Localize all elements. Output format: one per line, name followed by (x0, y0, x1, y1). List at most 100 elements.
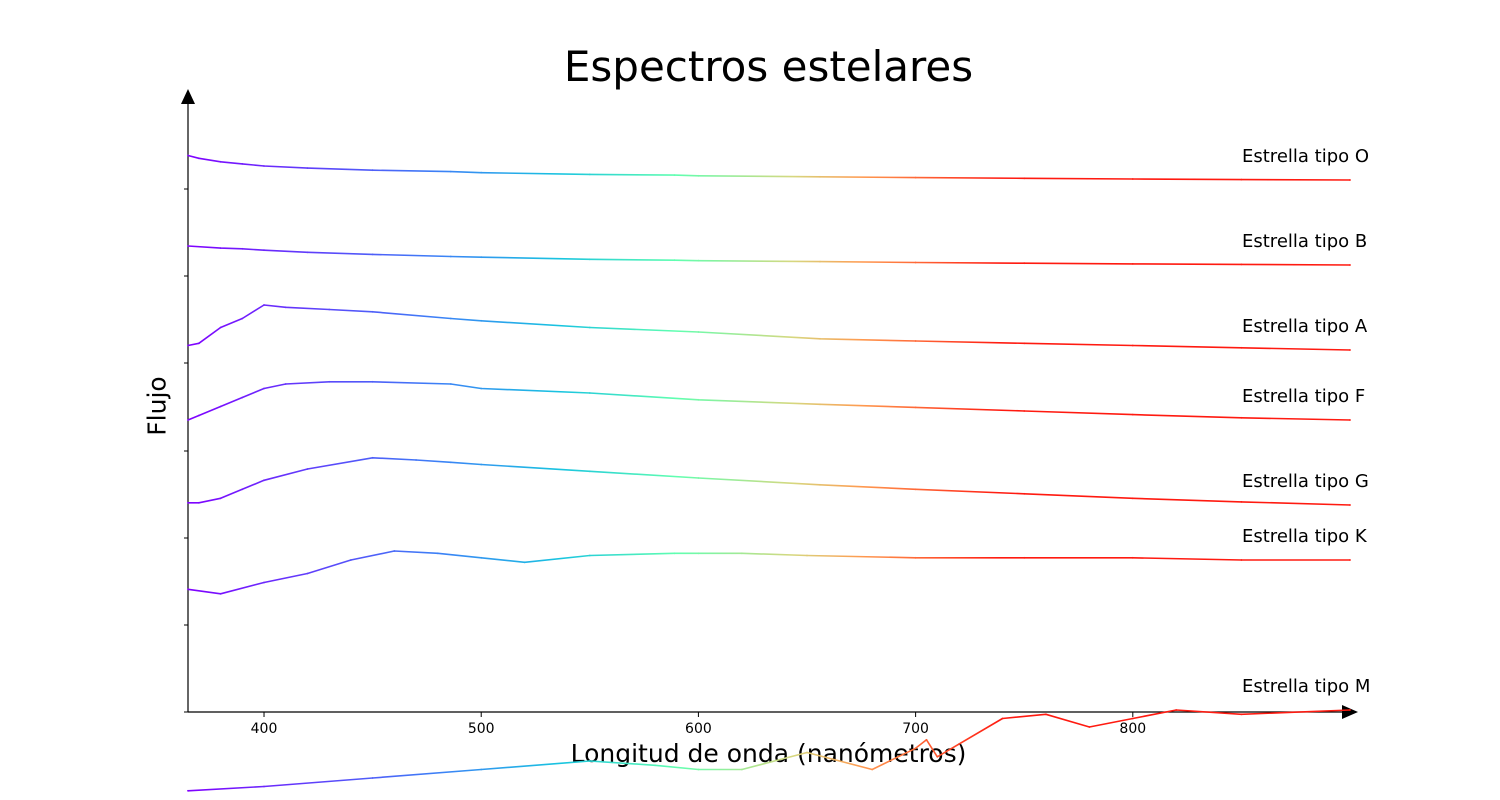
spectrum-point (741, 552, 743, 555)
spectrum-point (1023, 556, 1026, 559)
y-ticks (184, 188, 188, 713)
spectrum-point (241, 163, 244, 165)
spectrum-point (198, 414, 200, 417)
spectrum-line (188, 456, 1351, 506)
spectrum-point (819, 403, 821, 406)
spectrum-point (1131, 413, 1134, 416)
spectrum-point (306, 167, 309, 170)
spectrum-point (263, 165, 265, 167)
spectrum-line (187, 380, 1351, 421)
spectrum-point (198, 157, 200, 160)
spectrum-point (219, 497, 222, 500)
spectrum-point (480, 171, 483, 174)
x-axis-arrow (1342, 705, 1358, 719)
x-tick-label: 500 (468, 721, 495, 737)
spectrum-point (219, 326, 222, 329)
spectrum-point (936, 755, 939, 758)
spectrum-point (697, 259, 700, 262)
x-tick-label: 400 (251, 721, 278, 737)
spectrum-point (219, 160, 222, 163)
spectrum-line (187, 550, 1350, 595)
spectrum-point (1023, 177, 1026, 180)
spectrum-point (263, 581, 265, 584)
spectrum-point (263, 387, 265, 390)
series-label: Estrella tipo K (1242, 526, 1368, 547)
spectrum-line (187, 709, 1351, 792)
spectrum-point (925, 738, 928, 741)
spectrum-point (914, 747, 917, 750)
spectrum-point (187, 588, 189, 591)
spectrum-point (480, 256, 483, 259)
spectrum-line (187, 245, 1351, 266)
spectrum-point (819, 483, 821, 486)
spectrum-point (914, 406, 917, 409)
spectrum-point (1349, 349, 1351, 351)
spectrum-point (1131, 717, 1134, 720)
spectrum-point (1023, 342, 1026, 345)
x-tick-label: 700 (902, 721, 929, 737)
spectrum-point (1131, 263, 1134, 265)
spectrum-point (819, 337, 821, 340)
spectrum-point (306, 572, 309, 575)
spectrum-point (187, 789, 189, 792)
spectrum-point (1240, 559, 1243, 561)
spectrum-point (328, 380, 331, 383)
spectrum-point (263, 249, 265, 252)
spectrum-point (1349, 559, 1351, 561)
spectrum-point (371, 380, 374, 383)
spectrum-point (1240, 501, 1243, 503)
spectrum-point (914, 488, 917, 491)
spectrum-point (241, 396, 244, 399)
spectrum-point (1023, 262, 1026, 265)
spectrum-point (187, 245, 189, 247)
x-tick-label: 800 (1119, 721, 1146, 737)
spectrum-point (1349, 504, 1351, 506)
spectrum-point (1088, 726, 1091, 728)
spectrum-point (449, 255, 452, 258)
spectrum-point (371, 456, 374, 459)
x-tick-label: 600 (685, 721, 712, 737)
series-labels: Estrella tipo O Estrella tipo B Estrella t… (1242, 146, 1370, 697)
spectrum-point (1175, 709, 1178, 711)
spectrum-point (371, 169, 374, 172)
spectrum-point (263, 479, 265, 482)
spectrum-point (673, 259, 676, 262)
spectrum-point (806, 554, 808, 557)
spectrum-point (449, 461, 452, 464)
spectrum-point (1131, 497, 1134, 500)
spectrum-point (697, 174, 700, 177)
axes (181, 89, 1358, 719)
spectrum-point (697, 398, 700, 401)
spectrum-point (673, 552, 676, 555)
spectrum-point (914, 556, 917, 559)
x-ticks: 400 500 600 700 800 (251, 712, 1146, 737)
spectrum-point (198, 342, 200, 345)
spectrum-point (1131, 344, 1134, 347)
spectrum-point (1349, 179, 1351, 181)
spectrum-point (1131, 178, 1134, 180)
spectrum-point (1240, 178, 1243, 181)
spectrum-point (263, 785, 265, 788)
spectrum-point (588, 760, 591, 762)
spectrum-point (914, 176, 917, 179)
spectrum-point (1023, 410, 1026, 412)
spectrum-point (219, 592, 222, 595)
series-label: Estrella tipo O (1242, 146, 1369, 167)
spectrum-point (1240, 713, 1243, 716)
spectrum-point (480, 387, 483, 390)
spectrum-point (480, 556, 483, 559)
spectrum-point (1131, 556, 1134, 559)
spectrum-point (187, 154, 189, 157)
spectrum-point (819, 260, 821, 263)
spectrum-point (241, 317, 244, 320)
spectrum-point (819, 175, 821, 178)
spectrum-point (449, 383, 452, 385)
spectrum-point (449, 317, 452, 320)
spectrum-point (449, 170, 452, 173)
chart-title: Espectros estelares (563, 42, 974, 91)
spectrum-point (588, 392, 591, 394)
spectrum-point (914, 261, 917, 264)
series-group (187, 154, 1351, 792)
spectrum-point (328, 308, 331, 311)
spectrum-point (914, 340, 917, 342)
